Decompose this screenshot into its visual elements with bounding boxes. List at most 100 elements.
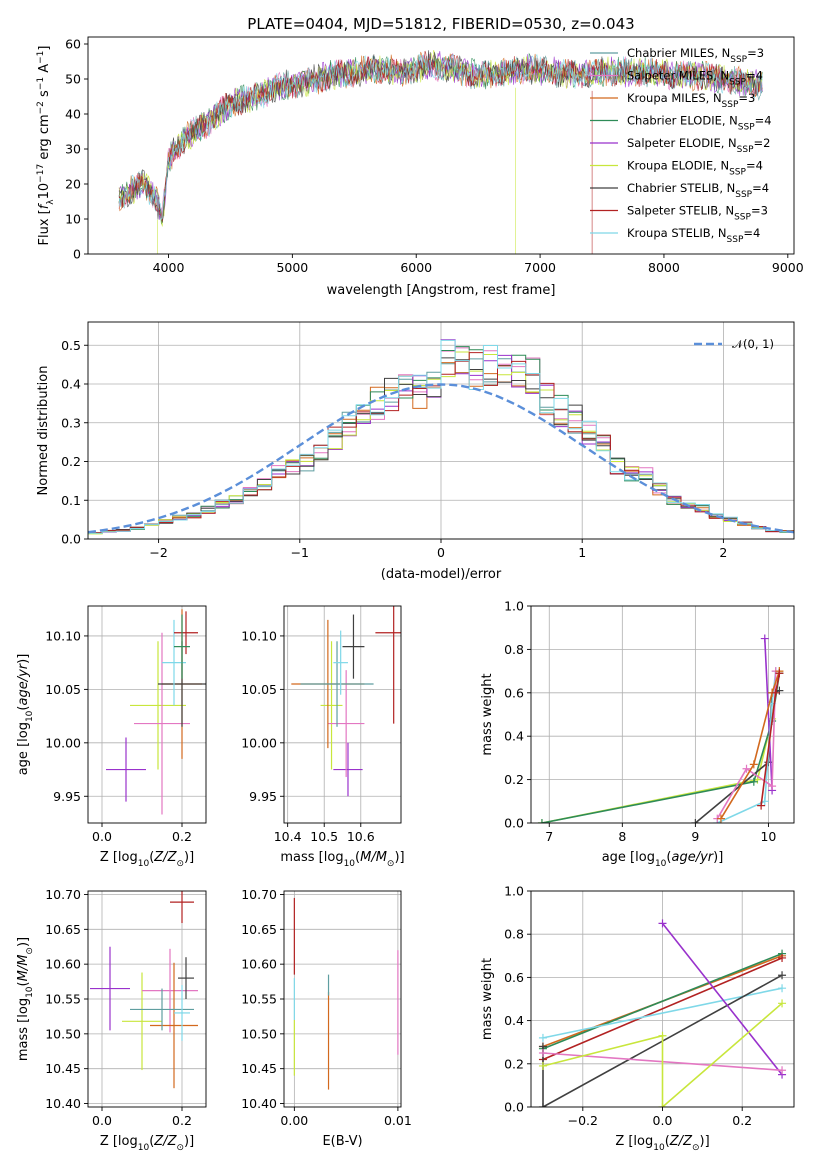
weight-series-line — [716, 671, 777, 820]
y-tick-label: 10.45 — [45, 1061, 81, 1076]
weight-vs-age-panel: 7 8 9 10 0.0 0.2 0.4 0.6 0.8 1.0 age [log10(age/yr… — [480, 599, 795, 869]
x-tick-label: 2 — [719, 545, 727, 560]
x-tick-label: 7000 — [524, 260, 556, 275]
x-tick-label: −1 — [291, 545, 309, 560]
weight-marker — [749, 760, 758, 769]
weight-marker — [538, 1033, 547, 1042]
weight-marker — [538, 1103, 547, 1107]
y-tick-label: 0.2 — [504, 1056, 524, 1071]
weight-marker — [778, 953, 787, 962]
y-tick-label: 0.0 — [504, 1100, 524, 1115]
x-tick-label: 10 — [760, 829, 776, 844]
weight-marker — [658, 1031, 667, 1040]
weight-series-line — [542, 1002, 783, 1107]
weight-marker — [757, 801, 766, 810]
age-vs-mass-panel: 10.4 10.5 10.6 9.95 10.00 10.05 10.10 mass [log… — [241, 605, 405, 869]
x-tick-label: 0.2 — [172, 1113, 192, 1128]
x-tick-label: 7 — [545, 829, 553, 844]
y-tick-label: 0.0 — [504, 816, 524, 831]
y-tick-label: 10.50 — [241, 1026, 277, 1041]
y-tick-label: 10.60 — [241, 957, 277, 972]
y-tick-label: 10.00 — [241, 735, 277, 750]
x-tick-label: 8 — [618, 829, 626, 844]
y-tick-label: 60 — [65, 37, 81, 52]
y-tick-label: 0.4 — [504, 729, 524, 744]
data-point — [130, 641, 186, 770]
data-point — [130, 988, 194, 1031]
x-tick-label: 0.0 — [92, 829, 112, 844]
data-point — [327, 670, 365, 778]
histogram-series-step — [88, 339, 794, 539]
x-tick-label: 8000 — [648, 260, 680, 275]
x-tick-label: 5000 — [276, 260, 308, 275]
weight-marker — [716, 814, 725, 823]
legend: Chabrier MILES, NSSP=3 Salpeter MILES, NS… — [590, 46, 772, 245]
y-tick-label: 0.6 — [504, 970, 524, 985]
weight-marker — [538, 1049, 547, 1057]
y-tick-label: 10 — [65, 212, 81, 227]
y-tick-label: 10.65 — [45, 922, 81, 937]
legend-entry: Salpeter ELODIE, NSSP=2 — [627, 136, 770, 155]
weight-marker — [658, 919, 667, 928]
y-tick-label: 0.3 — [61, 415, 81, 430]
y-tick-label: 1.0 — [504, 599, 524, 614]
x-tick-label: 0.2 — [172, 829, 192, 844]
legend-entry: Salpeter STELIB, NSSP=3 — [627, 204, 768, 223]
y-tick-label: 10.55 — [45, 992, 81, 1007]
errorbars — [90, 891, 198, 1089]
x-tick-label: 9000 — [772, 260, 804, 275]
spectrum-series-line — [118, 53, 763, 221]
weight-marker — [778, 999, 787, 1008]
data-point — [333, 742, 363, 797]
weight-marker — [771, 688, 780, 697]
weight-series-line — [720, 670, 781, 820]
data-point — [342, 614, 365, 679]
histogram-lines — [88, 339, 794, 539]
data-point — [178, 957, 194, 999]
weight-marker — [691, 819, 700, 823]
y-tick-label: 10.05 — [45, 682, 81, 697]
y-tick-label: 0.5 — [61, 338, 81, 353]
y-tick-label: 10.00 — [45, 735, 81, 750]
legend-entry: Salpeter MILES, NSSP=4 — [627, 69, 763, 88]
data-point — [174, 611, 198, 655]
y-tick-label: 10.05 — [241, 682, 277, 697]
weight-series-line — [541, 673, 781, 823]
mass-vs-metallicity-panel: 0.0 0.2 10.40 10.45 10.50 10.55 10.60 10.65 10.7… — [16, 887, 207, 1153]
x-axis-label: Z [log10(Z/Z⊙)] — [615, 1134, 709, 1153]
legend-entry: Chabrier ELODIE, NSSP=4 — [627, 114, 772, 133]
data-point — [300, 641, 374, 727]
errorbars — [291, 606, 401, 797]
y-tick-label: 0.0 — [61, 532, 81, 547]
x-tick-label: 0.01 — [384, 1113, 412, 1128]
x-tick-label: 1 — [578, 545, 586, 560]
age-vs-metallicity-panel: 0.0 0.2 9.95 10.00 10.05 10.10 Z [log10(Z/Z⊙)]… — [16, 605, 207, 869]
data-point — [375, 606, 401, 724]
plot-frame — [87, 605, 207, 824]
y-tick-label: 0.8 — [504, 642, 524, 657]
plot-frame — [283, 605, 402, 824]
legend-entry: Kroupa ELODIE, NSSP=4 — [627, 159, 763, 178]
mass-vs-extinction-panel: 0.00 0.01 10.40 10.45 10.50 10.55 10.60 10.65 10… — [241, 887, 412, 1149]
y-tick-label: 0.8 — [504, 927, 524, 942]
x-axis-label: age [log10(age/yr)] — [602, 850, 724, 869]
normal-curve — [88, 383, 794, 534]
x-axis-label: Z [log10(Z/Z⊙)] — [100, 1134, 194, 1153]
y-tick-label: 30 — [65, 142, 81, 157]
x-tick-label: 0.0 — [92, 1113, 112, 1128]
y-tick-label: 0.1 — [61, 493, 81, 508]
x-axis-label: mass [log10(M/M⊙)] — [280, 850, 404, 869]
weight-series-line — [542, 952, 783, 1050]
weight-marker — [742, 764, 751, 773]
weight-lines — [537, 634, 784, 823]
x-tick-label: −2 — [149, 545, 167, 560]
x-axis-label: wavelength [Angstrom, rest frame] — [327, 283, 556, 298]
weight-vs-metallicity-panel: −0.2 0.0 0.2 0.0 0.2 0.4 0.6 0.8 1.0 Z [log10(Z/Z… — [480, 884, 795, 1153]
x-axis-label: Z [log10(Z/Z⊙)] — [100, 850, 194, 869]
weight-marker — [658, 1103, 667, 1107]
x-tick-label: 10.5 — [310, 829, 338, 844]
y-axis-label: mass [log10(M/M⊙)] — [16, 937, 35, 1061]
x-tick-label: −0.2 — [568, 1113, 598, 1128]
legend-entry: Kroupa STELIB, NSSP=4 — [627, 226, 760, 245]
